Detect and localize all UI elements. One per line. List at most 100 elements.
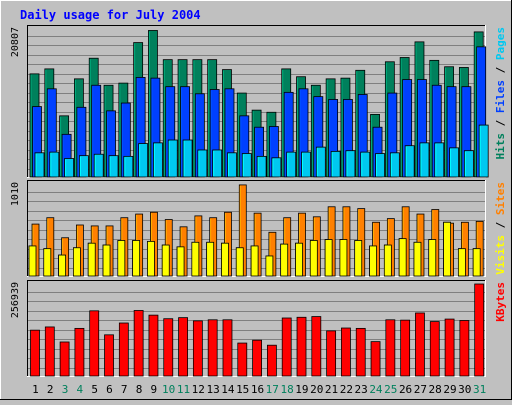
bar-visits-front-day-27-fill (413, 241, 422, 277)
legend-pages: Pages (494, 27, 507, 60)
bar-visits-front-day-17 (265, 255, 274, 277)
y-max-label: 1010 (10, 182, 21, 206)
bar-visits-front-day-11 (176, 246, 185, 277)
x-axis-day-labels: 1 2 3 4 5 6 7 8 9 10 11 12 13 14 15 16 17 18 19 20 21 22 23 24 2… (32, 383, 486, 396)
bar-visits-front-day-7-fill (117, 240, 126, 277)
x-tick-label-29: 29 (443, 383, 456, 396)
bar-kbytes-day-29-fill (444, 318, 455, 377)
day-21-bars (324, 206, 336, 277)
legend-files: Files (494, 80, 507, 113)
x-tick-label-2: 2 (47, 383, 54, 396)
bar-pages-day-12 (197, 149, 208, 178)
bar-visits-front-day-26-fill (398, 238, 407, 277)
bar-kbytes-day-9 (148, 314, 159, 377)
bar-visits-front-day-21-fill (324, 239, 333, 277)
bar-visits-front-day-30-fill (457, 248, 466, 277)
bar-pages-day-15-fill (241, 153, 252, 178)
x-tick-label-23: 23 (355, 383, 368, 396)
bar-visits-front-day-24-fill (369, 245, 377, 277)
day-9-bars (148, 30, 163, 178)
bar-visits-front-day-12-fill (191, 241, 200, 277)
bar-kbytes-day-20 (311, 316, 322, 377)
bar-pages-day-18-fill (286, 151, 297, 178)
bar-visits-front-day-3-fill (58, 254, 67, 277)
day-31-bars (473, 31, 489, 178)
bar-pages-day-2-fill (49, 151, 60, 178)
x-tick-label-17: 17 (266, 383, 279, 396)
bar-kbytes-day-28 (429, 321, 440, 377)
x-tick-label-18: 18 (280, 383, 293, 396)
bar-visits-front-day-20-fill (309, 240, 318, 277)
bar-kbytes-day-12-fill (192, 320, 203, 377)
bar-pages-day-28 (434, 142, 445, 178)
bar-pages-day-8-fill (138, 143, 149, 178)
day-4-bars (73, 224, 84, 277)
bar-kbytes-day-17-fill (267, 344, 277, 377)
bar-pages-day-3-fill (64, 158, 75, 178)
bar-kbytes-day-2-fill (44, 326, 55, 377)
day-24-bars (369, 221, 380, 277)
day-28-bars (429, 59, 445, 178)
day-30-bars (458, 67, 474, 178)
day-22-bars (341, 327, 351, 377)
panel-hits-files-pages: 20807 Hits / Files / Pages (10, 25, 507, 178)
day-25-bars (384, 61, 400, 178)
bar-visits-front-day-22 (339, 239, 348, 277)
day-29-bars (444, 66, 459, 178)
x-tick-label-28: 28 (429, 383, 442, 396)
day-27-bars (414, 41, 430, 178)
x-tick-label-8: 8 (136, 383, 143, 396)
x-tick-label-20: 20 (310, 383, 323, 396)
bar-pages-day-31 (478, 124, 489, 178)
x-tick-label-11: 11 (177, 383, 190, 396)
bar-kbytes-day-25-fill (385, 319, 396, 377)
bar-pages-day-24 (375, 153, 385, 178)
day-6-bars (103, 84, 119, 178)
day-13-bars (206, 217, 218, 277)
x-tick-label-15: 15 (236, 383, 249, 396)
x-tick-label-13: 13 (206, 383, 219, 396)
bar-pages-day-16-fill (256, 155, 267, 178)
x-tick-label-22: 22 (340, 383, 353, 396)
day-23-bars (355, 69, 371, 178)
bar-visits-front-day-30 (457, 248, 466, 277)
bar-pages-day-19-fill (301, 151, 311, 178)
bar-visits-front-day-2 (43, 248, 52, 277)
day-17-bars (266, 111, 282, 178)
bar-visits-front-day-25-fill (383, 244, 392, 277)
day-31-bars (472, 220, 484, 277)
bar-kbytes-day-30-fill (459, 320, 470, 377)
bar-pages-day-18 (286, 151, 297, 178)
bar-kbytes-day-6 (104, 334, 114, 377)
bar-visits-front-day-8 (132, 240, 141, 277)
bar-kbytes-day-2 (44, 326, 55, 377)
day-21-bars (325, 78, 341, 178)
right-legend-text: Visits / Sites (494, 182, 507, 275)
panel-kbytes: 256939 KBytes (10, 280, 507, 377)
x-tick-label-16: 16 (251, 383, 264, 396)
bar-visits-front-day-7 (117, 240, 126, 277)
day-23-bars (354, 208, 366, 277)
bar-visits-front-day-12 (191, 241, 200, 277)
bar-kbytes-day-27-fill (415, 312, 425, 377)
day-7-bars (118, 322, 129, 377)
day-25-bars (383, 218, 395, 277)
bar-kbytes-day-15 (237, 342, 248, 377)
bar-visits-front-day-8-fill (132, 240, 141, 277)
right-legend: KBytes (494, 282, 507, 322)
day-10-bars (162, 59, 178, 178)
bar-pages-day-5 (93, 153, 104, 178)
bar-kbytes-day-23-fill (355, 327, 366, 377)
bar-kbytes-day-23 (355, 327, 366, 377)
bar-pages-day-26 (404, 145, 415, 178)
bar-visits-front-day-5 (87, 242, 96, 277)
day-19-bars (296, 76, 311, 178)
bar-kbytes-day-17 (267, 344, 277, 377)
bar-kbytes-day-5 (89, 310, 100, 377)
bar-visits-front-day-15 (235, 247, 244, 277)
bar-pages-day-25-fill (389, 152, 400, 178)
day-11-bars (177, 59, 193, 178)
day-20-bars (311, 316, 322, 377)
bar-visits-front-day-23 (354, 240, 363, 277)
day-5-bars (87, 225, 99, 277)
